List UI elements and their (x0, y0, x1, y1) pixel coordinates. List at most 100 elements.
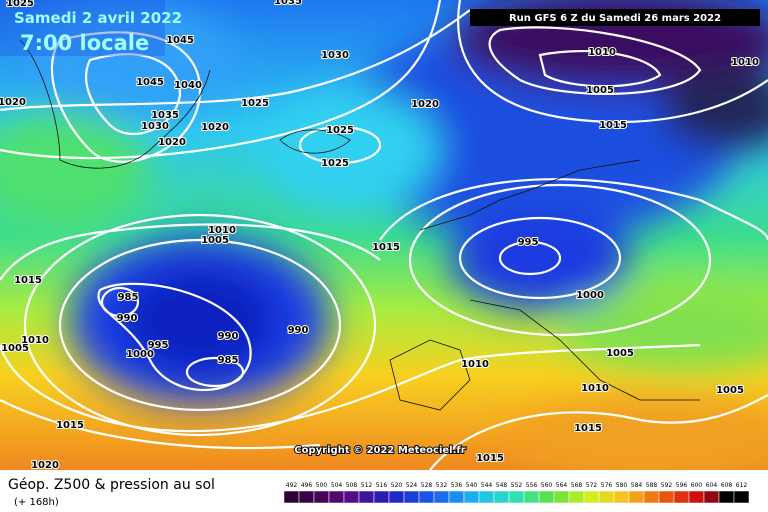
scale-label: 564 (556, 482, 568, 489)
run-label: Run GFS 6 Z du Samedi 26 mars 2022 (509, 13, 721, 24)
isobar-label: 1010 (588, 47, 616, 58)
scale-swatch (313, 490, 330, 504)
scale-swatch (643, 490, 660, 504)
scale-swatch (418, 490, 435, 504)
isobar-label: 1025 (6, 0, 34, 9)
scale-swatch (598, 490, 615, 504)
scale-label: 608 (721, 482, 733, 489)
scale-label: 492 (286, 482, 298, 489)
scale-label: 584 (631, 482, 643, 489)
isobar-label: 1010 (461, 359, 489, 370)
scale-swatch (478, 490, 495, 504)
isobar-label: 1010 (581, 383, 609, 394)
isobar-label: 1005 (606, 348, 634, 359)
scale-swatch (553, 490, 570, 504)
isobar-label: 1010 (208, 225, 236, 236)
scale-swatch (343, 490, 360, 504)
isobar-label: 985 (118, 292, 139, 303)
coastlines (19, 39, 700, 411)
isobar-label: 1000 (576, 290, 604, 301)
isobar-label: 1005 (201, 235, 229, 246)
isobars (0, 0, 768, 470)
isobar-label: 1015 (574, 423, 602, 434)
scale-label: 580 (616, 482, 628, 489)
scale-swatch (523, 490, 540, 504)
legend-title: Géop. Z500 & pression au sol (8, 477, 215, 493)
scale-label: 556 (526, 482, 538, 489)
scale-label: 548 (496, 482, 508, 489)
scale-swatch (538, 490, 555, 504)
scale-swatch (673, 490, 690, 504)
scale-swatch (508, 490, 525, 504)
isobar-label: 1005 (586, 85, 614, 96)
scale-label: 512 (361, 482, 373, 489)
scale-label: 592 (661, 482, 673, 489)
scale-label: 520 (391, 482, 403, 489)
scale-swatch (373, 490, 390, 504)
scale-label: 552 (511, 482, 523, 489)
isobar-label: 990 (117, 313, 138, 324)
scale-label: 504 (331, 482, 343, 489)
isobar-label: 990 (218, 331, 239, 342)
scale-label: 524 (406, 482, 418, 489)
scale-label: 612 (736, 482, 748, 489)
scale-label: 572 (586, 482, 598, 489)
isobar-label: 1020 (31, 460, 59, 471)
isobar-label: 1015 (14, 275, 42, 286)
scale-swatch (568, 490, 585, 504)
scale-label: 536 (451, 482, 463, 489)
isobar-label: 995 (148, 340, 169, 351)
scale-swatch (358, 490, 375, 504)
scale-label: 600 (691, 482, 703, 489)
scale-swatch (658, 490, 675, 504)
scale-swatch (613, 490, 630, 504)
isobar-label: 1020 (201, 122, 229, 133)
scale-label: 576 (601, 482, 613, 489)
scale-label: 544 (481, 482, 493, 489)
isobar-label: 1035 (274, 0, 302, 7)
scale-swatch (703, 490, 720, 504)
scale-swatch (448, 490, 465, 504)
copyright: Copyright © 2022 Meteociel.fr (294, 445, 465, 456)
isobar-label: 1020 (411, 99, 439, 110)
scale-swatch (283, 490, 300, 504)
scale-swatch (433, 490, 450, 504)
run-box (470, 9, 760, 26)
scale-swatch (583, 490, 600, 504)
isobar-label: 1000 (126, 349, 154, 360)
isobar-label: 1045 (136, 77, 164, 88)
scale-label: 532 (436, 482, 448, 489)
isobar-label: 1025 (321, 158, 349, 169)
scale-label: 516 (376, 482, 388, 489)
scale-swatch (718, 490, 735, 504)
isobar-label: 1015 (476, 453, 504, 464)
scale-swatch (688, 490, 705, 504)
scale-label: 508 (346, 482, 358, 489)
scale-swatch (733, 490, 750, 504)
isobar-label: 1040 (174, 80, 202, 91)
isobar-label: 1030 (321, 50, 349, 61)
scale-swatch (388, 490, 405, 504)
isobar-label: 1020 (158, 137, 186, 148)
isobar-label: 1015 (372, 242, 400, 253)
isobar-label: 1025 (241, 98, 269, 109)
isobar-label: 1015 (599, 120, 627, 131)
color-scale: 492 496 500 504 508 512 516 520 524 528 532 536 540 5… (283, 482, 750, 504)
scale-swatch (463, 490, 480, 504)
scale-label: 604 (706, 482, 718, 489)
isobar-label: 990 (288, 325, 309, 336)
legend-lead: (+ 168h) (14, 497, 59, 508)
scale-swatch (628, 490, 645, 504)
isobar-label: 1010 (21, 335, 49, 346)
map-field (0, 0, 768, 470)
scale-swatch (298, 490, 315, 504)
title-box (0, 0, 165, 56)
scale-label: 568 (571, 482, 583, 489)
scale-label: 560 (541, 482, 553, 489)
scale-label: 528 (421, 482, 433, 489)
scale-swatch (403, 490, 420, 504)
isobar-label: 985 (218, 355, 239, 366)
scale-label: 540 (466, 482, 478, 489)
